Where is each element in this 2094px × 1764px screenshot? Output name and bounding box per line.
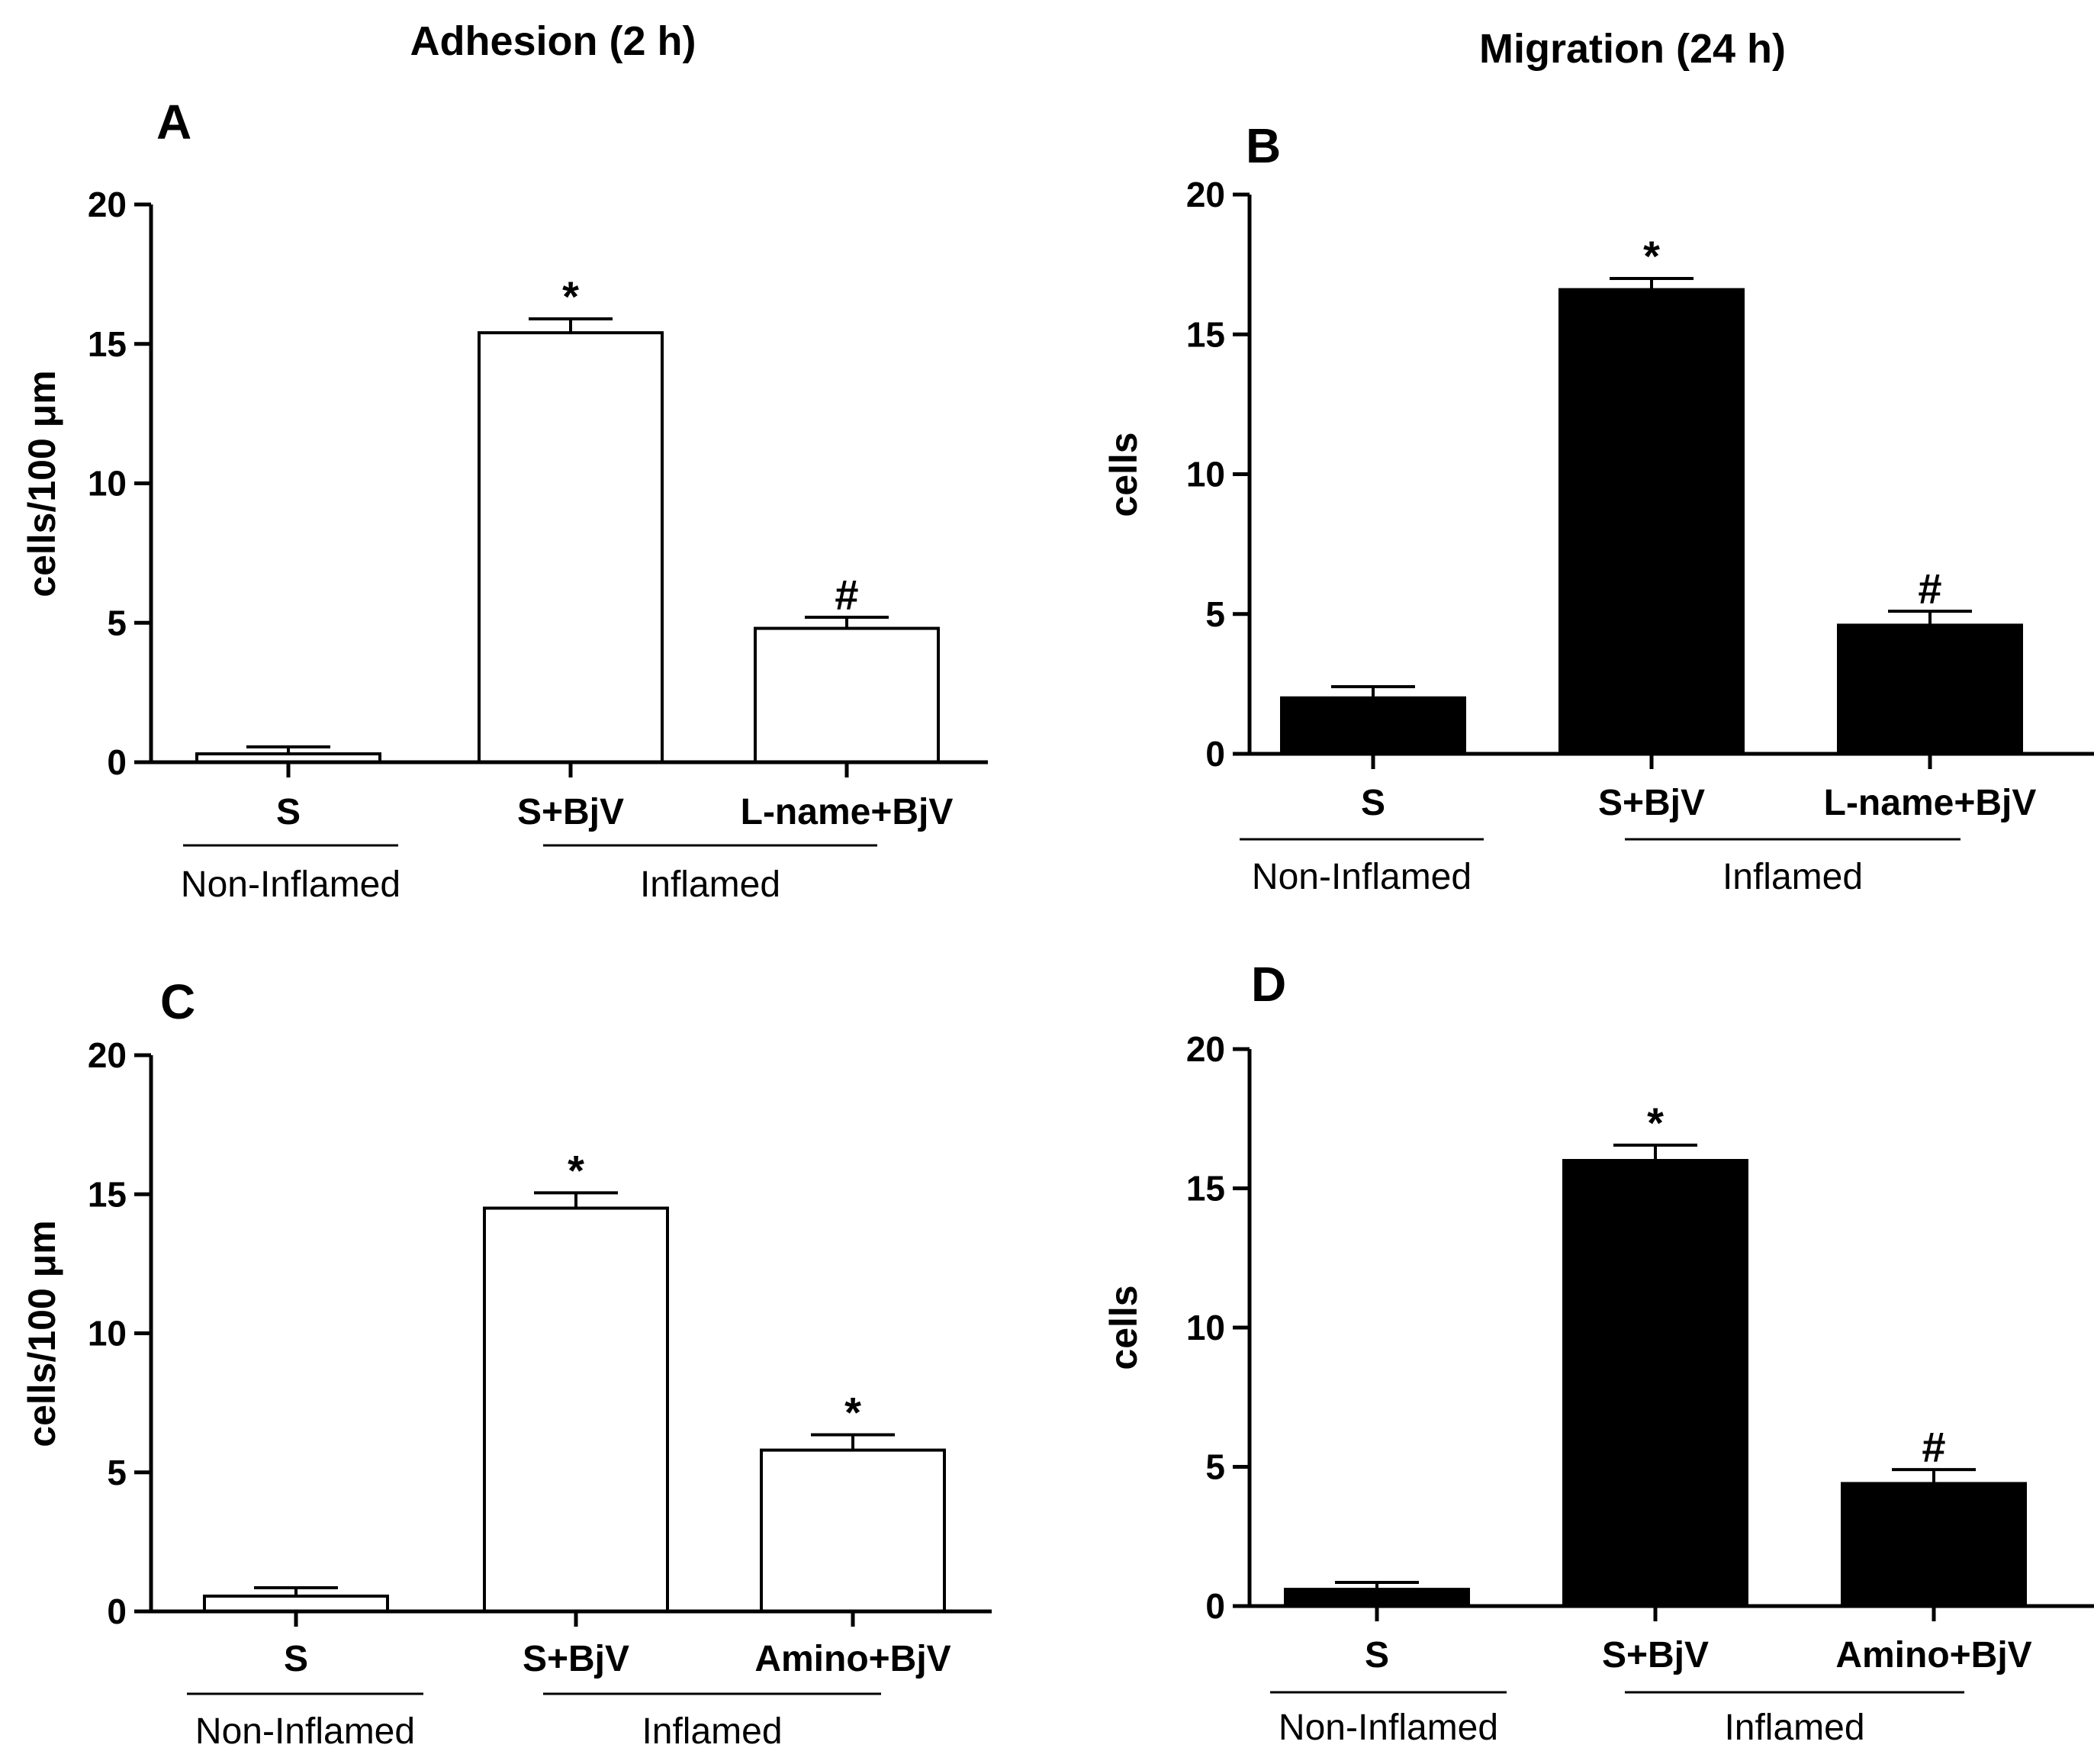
- y-tick-label-b-0: 0: [1205, 734, 1225, 774]
- significance-mark-b-1: *: [1643, 232, 1660, 280]
- significance-mark-c-2: *: [844, 1389, 861, 1437]
- y-tick-label-a-20: 20: [88, 185, 127, 224]
- y-tick-label-d-20: 20: [1186, 1029, 1225, 1069]
- y-tick-label-c-20: 20: [88, 1035, 127, 1075]
- group-label-b-1: Inflamed: [1722, 857, 1863, 897]
- category-label-b-1: S+BjV: [1598, 783, 1705, 823]
- y-tick-label-c-5: 5: [107, 1453, 127, 1492]
- y-tick-label-b-5: 5: [1205, 594, 1225, 634]
- panel-letter-d: D: [1251, 957, 1286, 1012]
- group-label-d-0: Non-Inflamed: [1279, 1708, 1498, 1748]
- bar-d-0: [1284, 1588, 1470, 1608]
- category-label-a-2: L-name+BjV: [741, 792, 954, 832]
- bar-b-1: [1558, 288, 1745, 755]
- category-label-d-2: Amino+BjV: [1835, 1635, 2031, 1675]
- y-axis-label-a: cells/100 μm: [21, 370, 63, 597]
- significance-mark-a-1: *: [562, 272, 579, 320]
- column-title-adhesion: Adhesion (2 h): [410, 18, 696, 64]
- group-label-a-0: Non-Inflamed: [181, 864, 400, 905]
- y-axis-label-c: cells/100 μm: [21, 1220, 63, 1447]
- panel-letter-c: C: [160, 974, 195, 1029]
- bar-a-2: [754, 626, 940, 764]
- group-label-c-1: Inflamed: [642, 1711, 782, 1752]
- category-label-b-2: L-name+BjV: [1824, 783, 2037, 823]
- significance-mark-d-1: *: [1647, 1099, 1664, 1147]
- y-tick-label-c-0: 0: [107, 1592, 127, 1631]
- category-label-d-0: S: [1365, 1635, 1389, 1675]
- bar-c-0: [203, 1594, 389, 1613]
- group-label-a-1: Inflamed: [640, 864, 780, 905]
- group-label-d-1: Inflamed: [1724, 1708, 1864, 1748]
- bar-d-1: [1562, 1159, 1748, 1608]
- y-tick-label-d-10: 10: [1186, 1308, 1225, 1347]
- bar-a-1: [478, 331, 664, 764]
- y-tick-label-d-15: 15: [1186, 1169, 1225, 1209]
- bar-b-0: [1280, 696, 1466, 756]
- group-label-b-0: Non-Inflamed: [1252, 857, 1472, 897]
- panel-letter-b: B: [1246, 118, 1281, 173]
- category-label-c-1: S+BjV: [523, 1639, 629, 1679]
- y-tick-label-d-5: 5: [1205, 1447, 1225, 1487]
- y-tick-label-b-10: 10: [1186, 455, 1225, 494]
- panel-letter-a: A: [156, 95, 191, 150]
- category-label-c-0: S: [284, 1639, 308, 1679]
- y-tick-label-a-10: 10: [88, 464, 127, 504]
- category-label-a-0: S: [276, 792, 301, 832]
- category-label-d-1: S+BjV: [1602, 1635, 1709, 1675]
- bar-d-2: [1841, 1482, 2027, 1608]
- y-tick-label-a-15: 15: [88, 324, 127, 364]
- bar-c-2: [760, 1448, 946, 1613]
- column-title-migration: Migration (24 h): [1479, 26, 1786, 72]
- y-tick-label-b-15: 15: [1186, 314, 1225, 354]
- category-label-c-2: Amino+BjV: [754, 1639, 951, 1679]
- significance-mark-d-2: #: [1922, 1423, 1945, 1471]
- y-tick-label-a-5: 5: [107, 603, 127, 642]
- bar-b-2: [1837, 623, 2023, 755]
- y-axis-label-b: cells: [1102, 432, 1145, 517]
- significance-mark-c-1: *: [568, 1146, 584, 1194]
- category-label-b-0: S: [1361, 783, 1385, 823]
- significance-mark-b-2: #: [1918, 565, 1941, 613]
- y-axis-label-d: cells: [1102, 1285, 1145, 1370]
- bar-c-1: [483, 1206, 669, 1613]
- y-tick-label-c-15: 15: [88, 1174, 127, 1214]
- y-tick-label-d-0: 0: [1205, 1586, 1225, 1626]
- y-tick-label-c-10: 10: [88, 1314, 127, 1354]
- y-tick-label-a-0: 0: [107, 742, 127, 782]
- category-label-a-1: S+BjV: [517, 792, 624, 832]
- group-label-c-0: Non-Inflamed: [195, 1711, 415, 1752]
- significance-mark-a-2: #: [835, 571, 858, 619]
- y-tick-label-b-20: 20: [1186, 175, 1225, 214]
